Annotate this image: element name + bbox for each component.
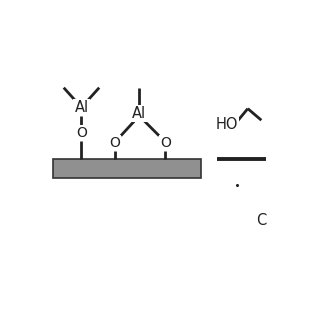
Bar [53, 159, 201, 178]
Text: O: O [76, 126, 87, 140]
Text: C: C [256, 213, 267, 228]
Text: Al: Al [74, 100, 89, 115]
Text: Al: Al [132, 106, 147, 121]
Text: HO: HO [216, 117, 238, 132]
Text: O: O [109, 136, 120, 150]
Text: O: O [160, 136, 171, 150]
